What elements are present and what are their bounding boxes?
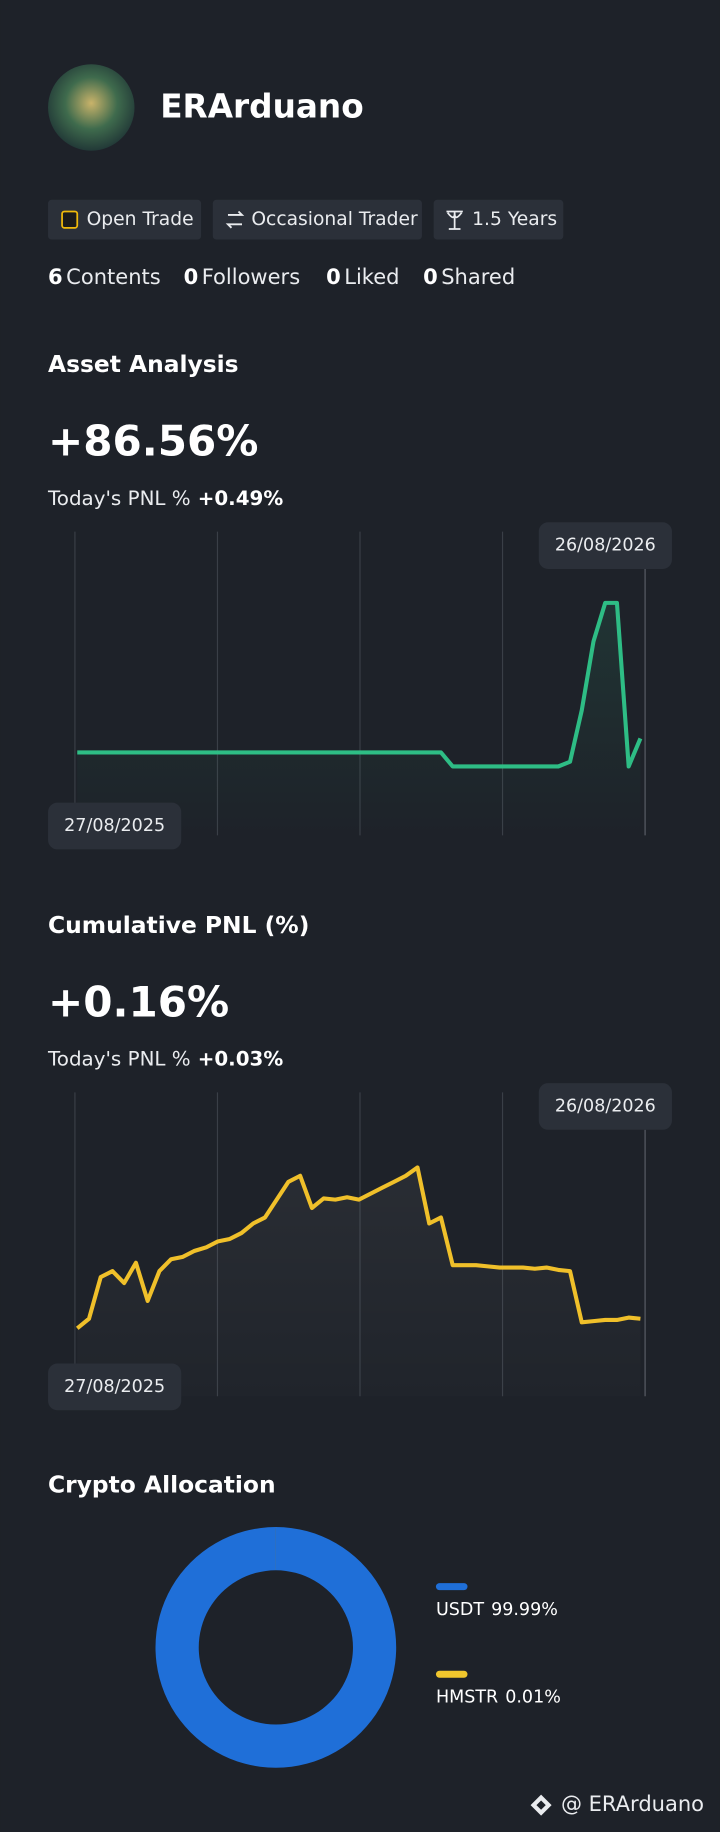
headline-value: +0.16% bbox=[48, 977, 229, 1026]
legend-value: 99.99% bbox=[491, 1600, 558, 1620]
today-pnl-value: +0.03% bbox=[198, 1047, 284, 1070]
stat-label: Shared bbox=[441, 264, 515, 289]
footer-handle: @ ERArduano bbox=[561, 1791, 704, 1816]
stat-label: Contents bbox=[66, 264, 161, 289]
legend-label: HMSTR bbox=[436, 1688, 498, 1708]
legend-entry: USDT 99.99% bbox=[436, 1600, 558, 1620]
stat-count: 0 bbox=[184, 264, 199, 289]
today-pnl: Today's PNL % +0.03% bbox=[47, 1047, 283, 1070]
line bbox=[77, 600, 643, 769]
date-label: 27/08/2025 bbox=[64, 1377, 165, 1397]
user-name: ERArduano bbox=[160, 88, 363, 126]
stat-count: 6 bbox=[48, 264, 63, 289]
avatar[interactable] bbox=[48, 64, 135, 151]
legend-swatch bbox=[435, 1583, 468, 1591]
cumulative-pnl: Cumulative PNL (%) +0.16% Today's PNL % +0.… bbox=[47, 911, 672, 1411]
stat: 0 Shared bbox=[423, 264, 515, 289]
section-title: Cumulative PNL (%) bbox=[48, 911, 309, 939]
asset-analysis: Asset Analysis +86.56% Today's PNL % +0.49%… bbox=[47, 350, 672, 850]
tag-label: 1.5 Years bbox=[472, 209, 557, 230]
tag-icon bbox=[446, 210, 463, 230]
headline-value: +86.56% bbox=[48, 416, 258, 465]
today-pnl-label: Today's PNL % bbox=[47, 1047, 191, 1070]
stat: 6 Contents bbox=[48, 264, 161, 289]
today-pnl-label: Today's PNL % bbox=[47, 486, 191, 509]
stat-count: 0 bbox=[326, 264, 341, 289]
crypto-allocation: Crypto Allocation USDT 99.99% HMSTR 0.01% bbox=[48, 1471, 561, 1768]
pie-slice bbox=[155, 1527, 397, 1768]
stat-count: 0 bbox=[423, 264, 438, 289]
date-label: 26/08/2026 bbox=[555, 1096, 656, 1116]
date-label: 26/08/2026 bbox=[555, 536, 656, 556]
legend-value: 0.01% bbox=[505, 1688, 561, 1708]
section-title: Asset Analysis bbox=[48, 350, 239, 378]
stat: 0 Liked bbox=[326, 264, 399, 289]
date-badge bbox=[48, 1363, 182, 1411]
legend-label: USDT bbox=[436, 1600, 484, 1620]
tag-label: Occasional Trader bbox=[251, 209, 418, 230]
date-badge bbox=[538, 1083, 672, 1130]
legend-entry: HMSTR 0.01% bbox=[436, 1688, 561, 1708]
tag-icon bbox=[225, 210, 245, 229]
stat-label: Liked bbox=[344, 264, 399, 289]
tag-icon bbox=[61, 210, 79, 229]
today-pnl-value: +0.49% bbox=[198, 486, 284, 509]
date-label: 27/08/2025 bbox=[64, 816, 165, 836]
tag bbox=[433, 199, 564, 240]
today-pnl: Today's PNL % +0.49% bbox=[47, 486, 283, 509]
stat: 0 Followers bbox=[184, 264, 301, 289]
line-area bbox=[77, 1167, 641, 1397]
tag bbox=[48, 199, 202, 240]
line bbox=[75, 1165, 641, 1330]
stat-label: Followers bbox=[202, 264, 300, 289]
section-title: Crypto Allocation bbox=[48, 1471, 276, 1499]
tag bbox=[212, 199, 422, 240]
date-badge bbox=[538, 522, 672, 569]
date-badge bbox=[48, 802, 182, 850]
tag-label: Open Trade bbox=[87, 209, 194, 230]
legend-swatch bbox=[435, 1670, 468, 1678]
line-area bbox=[77, 602, 641, 836]
